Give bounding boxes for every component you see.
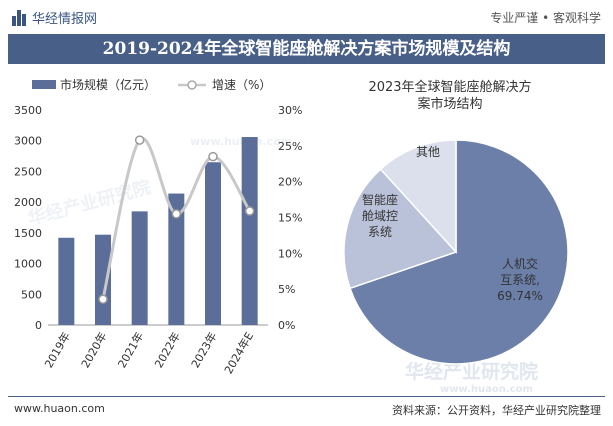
growth-line [101, 137, 251, 300]
y-tick-label: 3500 [14, 104, 42, 117]
footer-source: 资料来源：公开资料，华经产业研究院整理 [392, 404, 601, 417]
pie-slice [379, 139, 457, 254]
pie-title-line1: 2023年全球智能座舱解决方 [368, 79, 531, 95]
y-tick-label: 1000 [14, 258, 42, 271]
bar [241, 137, 258, 325]
y2-tick-label: 25% [278, 140, 302, 153]
logo-icon [12, 9, 26, 26]
pie-slice [343, 168, 458, 290]
y-tick-label: 2500 [14, 165, 42, 178]
pie-label-mid: 系统 [368, 225, 392, 239]
y2-tick-label: 15% [278, 212, 302, 225]
watermark-url: www.huaon.com [190, 135, 292, 148]
bar [205, 162, 221, 325]
y-tick-label: 3000 [14, 135, 42, 148]
growth-point [98, 294, 108, 304]
legend-label-bar: 市场规模（亿元） [60, 77, 156, 92]
pie-label-main: 人机交 [502, 256, 538, 271]
pie-label-mid: 智能座 [362, 192, 398, 207]
watermark-url: www.huaon.com [440, 384, 533, 394]
x-tick-label: 2024年E [221, 329, 256, 376]
x-tick-label: 2022年 [151, 330, 183, 371]
y-tick-label: 500 [21, 288, 42, 301]
x-tick-label: 2021年 [115, 330, 147, 371]
x-tick-label: 2019年 [41, 330, 73, 371]
bar [58, 237, 75, 325]
y2-tick-label: 0% [278, 319, 295, 332]
brand-name: 华经情报网 [32, 12, 98, 27]
pie-title-line2: 案市场结构 [417, 96, 482, 112]
growth-point [171, 209, 182, 219]
y2-tick-label: 10% [278, 247, 302, 260]
bar [168, 193, 185, 325]
slogan: 专业严谨 • 客观科学 [490, 11, 601, 25]
y-tick-label: 2000 [14, 196, 42, 209]
top-bar: 华经情报网 专业严谨 • 客观科学 [0, 0, 613, 34]
pie-slice [349, 139, 569, 365]
y-tick-label: 0 [35, 319, 42, 332]
pie-label-small: 其他 [416, 145, 440, 159]
x-tick-label: 2023年 [188, 330, 220, 371]
growth-point [134, 135, 145, 145]
legend-label-line: 增速（%） [212, 78, 271, 92]
footer-divider [8, 396, 605, 397]
chart-area: 华经产业研究院www.huaon.com华经产业研究院www.huaon.com… [14, 77, 569, 394]
bar [131, 211, 148, 325]
footer-url[interactable]: www.huaon.com [14, 402, 105, 415]
bar [95, 234, 111, 325]
page-title: 2019-2024年全球智能座舱解决方案市场规模及结构 [102, 39, 511, 59]
watermark-text: 华经产业研究院 [405, 360, 538, 383]
title-bar: 2019-2024年全球智能座舱解决方案市场规模及结构 [8, 34, 605, 64]
pie-label-main: 互系统, [500, 273, 540, 287]
y-tick-label: 1500 [14, 227, 42, 240]
x-tick-label: 2020年 [78, 330, 110, 371]
growth-point [208, 151, 218, 162]
legend-bar-swatch [32, 80, 56, 89]
pie-value-main: 69.74% [497, 289, 543, 303]
y2-tick-label: 30% [278, 104, 302, 117]
brand-logo: 华经情报网 [12, 8, 97, 27]
y2-tick-label: 20% [278, 176, 302, 189]
pie-label-mid: 舱域控 [362, 209, 398, 223]
growth-point [244, 206, 255, 216]
y2-tick-label: 5% [278, 283, 295, 296]
legend-line-marker [187, 80, 197, 90]
